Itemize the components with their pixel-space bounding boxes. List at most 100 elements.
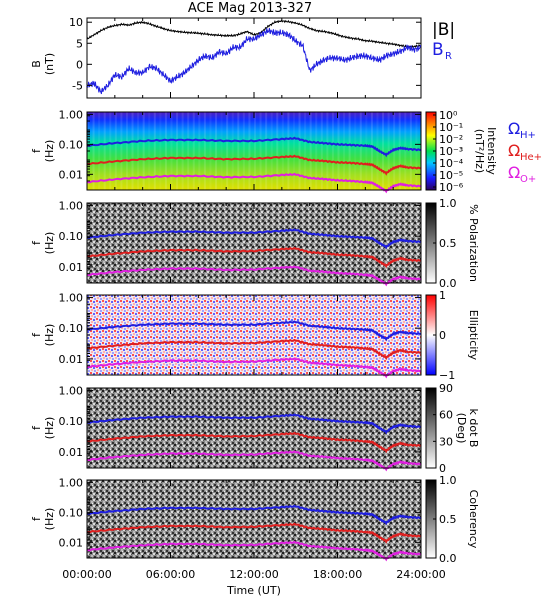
colorbar-tick-label: 10⁻³ — [439, 145, 463, 158]
heatmap-stripe — [270, 112, 273, 190]
x-tick-label: 18:00:00 — [313, 568, 362, 581]
colorbar-label: k dot B — [467, 409, 480, 448]
colorbar-tick-label: 60 — [439, 409, 453, 422]
gyrofrequency-line-H — [86, 504, 422, 526]
heatmap-stripe — [203, 112, 206, 190]
heatmap-stripe — [170, 112, 173, 190]
heatmap-stripe — [304, 112, 307, 190]
heatmap-stripe — [348, 112, 351, 190]
colorbar-tick-label: 0.0 — [439, 552, 457, 565]
y-axis-label: f — [30, 425, 43, 430]
colorbar-tick-label: 10⁻¹ — [439, 121, 463, 134]
heatmap-stripe — [120, 112, 123, 190]
colorbar-tick-label: 0.5 — [439, 237, 457, 250]
heatmap-stripe — [148, 112, 151, 190]
y-axis-unit: (Hz) — [43, 508, 56, 531]
panel-intensity: 1.00 0.10 0.01 f (Hz) 10⁰10⁻¹10⁻²10⁻³10⁻⁴10⁻⁵… — [30, 108, 542, 194]
panel-k-dot-B: 1.00 0.10 0.01 f (Hz) 90 60 30 0 k dot B(Deg) — [30, 382, 480, 475]
x-axis-label: Time (UT) — [226, 584, 281, 597]
y-tick-label: 1.00 — [59, 199, 84, 212]
heatmap-stripe — [265, 112, 268, 190]
heatmap-stripe — [125, 112, 128, 190]
y-tick-label: 0 — [76, 58, 83, 71]
colorbar-tick-label: 0.5 — [439, 513, 457, 526]
heatmap-stripe — [226, 112, 229, 190]
y-axis-unit: (Hz) — [43, 232, 56, 255]
legend-mag-B: |B| — [432, 20, 455, 40]
y-axis-label: B — [30, 60, 43, 68]
colorbar-tick-label: 1.0 — [439, 197, 457, 210]
svg-text:Ω: Ω — [508, 163, 520, 182]
gyrofrequency-line-H — [86, 413, 422, 435]
chart-title: ACE Mag 2013-327 — [188, 1, 312, 16]
panel-ellipticity: 1.00 0.10 0.01 f (Hz) 1 0 −1 Ellipticity — [30, 289, 480, 382]
y-tick-label: 0.01 — [59, 261, 84, 274]
heatmap-stripe — [365, 112, 368, 190]
gyrofrequency-line-O — [86, 265, 422, 287]
heatmap-stripe — [331, 112, 334, 190]
heatmap-stripe — [131, 112, 134, 190]
heatmap-stripe — [404, 112, 407, 190]
heatmap-stripe — [359, 112, 362, 190]
y-tick-label: 1.00 — [59, 108, 84, 121]
heatmap-stripe — [298, 112, 301, 190]
y-tick-label: 0.10 — [59, 415, 84, 428]
heatmap-stripe — [137, 112, 140, 190]
heatmap-stripe — [187, 112, 190, 190]
gyrofrequency-line-He — [86, 431, 421, 454]
x-tick-label: 06:00:00 — [146, 568, 195, 581]
y-axis-label: f — [30, 332, 43, 337]
y-tick-label: 1.00 — [59, 384, 84, 397]
heatmap-stripe — [103, 112, 106, 190]
heatmap-stripe — [198, 112, 201, 190]
y-axis-unit: (nT) — [43, 53, 56, 75]
gyrofrequency-line-He — [86, 154, 422, 176]
heatmap-stripe — [242, 112, 245, 190]
y-tick-label: 0.10 — [59, 506, 84, 519]
heatmap-stripe — [276, 112, 279, 190]
colorbar-tick-label: 10⁻² — [439, 133, 463, 146]
series-line-mag-B — [86, 19, 421, 49]
colorbar-label: Coherency — [467, 490, 480, 549]
heatmap-stripe — [181, 112, 184, 190]
svg-text:Ω: Ω — [508, 119, 520, 138]
heatmap-stripe — [382, 112, 385, 190]
heatmap-stripe — [220, 112, 223, 190]
y-axis-label: f — [30, 240, 43, 245]
y-tick-label: -5 — [72, 79, 83, 92]
heatmap-stripe — [159, 112, 162, 190]
y-axis-label: f — [30, 516, 43, 521]
heatmap-stripe — [254, 112, 256, 190]
svg-text:H+: H+ — [520, 130, 536, 141]
colorbar-tick-label: 10⁻⁵ — [439, 169, 463, 182]
heatmap-stripe — [153, 112, 156, 190]
y-tick-label: 0.01 — [59, 168, 84, 181]
gyrofrequency-line-O — [86, 450, 422, 472]
heatmap-stripe — [292, 112, 295, 190]
panel-coherency: 1.00 0.10 0.01 f (Hz) 1.0 0.5 0.0 Coherency — [30, 474, 480, 565]
colorbar-tick-label: 0 — [439, 462, 446, 475]
heatmap-stripe — [354, 112, 357, 190]
panel-polarization: 1.00 0.10 0.01 f (Hz) 1.0 0.5 0.0 % Polarization — [30, 197, 480, 290]
colorbar-tick-label: 1 — [439, 289, 446, 302]
svg-text:He+: He+ — [520, 152, 542, 163]
heatmap-stripe — [337, 112, 340, 190]
heatmap-stripe — [259, 112, 262, 190]
heatmap-stripe — [109, 112, 112, 190]
gyrofrequency-line-He — [86, 338, 421, 361]
legend-radial-B: B R — [432, 40, 452, 62]
heatmap-stripe — [370, 112, 373, 190]
y-tick-label: 10 — [69, 16, 83, 29]
colorbar-tick-label: 0 — [439, 329, 446, 342]
y-tick-label: 0.10 — [59, 138, 84, 151]
heatmap-stripe — [320, 112, 323, 190]
heatmap-stripe — [215, 112, 218, 190]
gyrofrequency-line-H — [86, 228, 422, 250]
colorbar-tick-label: −1 — [439, 369, 455, 382]
colorbar-unit: (Deg) — [455, 413, 468, 444]
y-axis-label: f — [30, 148, 43, 153]
y-tick-label: 1.00 — [59, 476, 84, 489]
colorbar-tick-label: 10⁰ — [439, 109, 458, 122]
heatmap-stripe — [192, 112, 195, 190]
heatmap-stripe — [326, 112, 329, 190]
